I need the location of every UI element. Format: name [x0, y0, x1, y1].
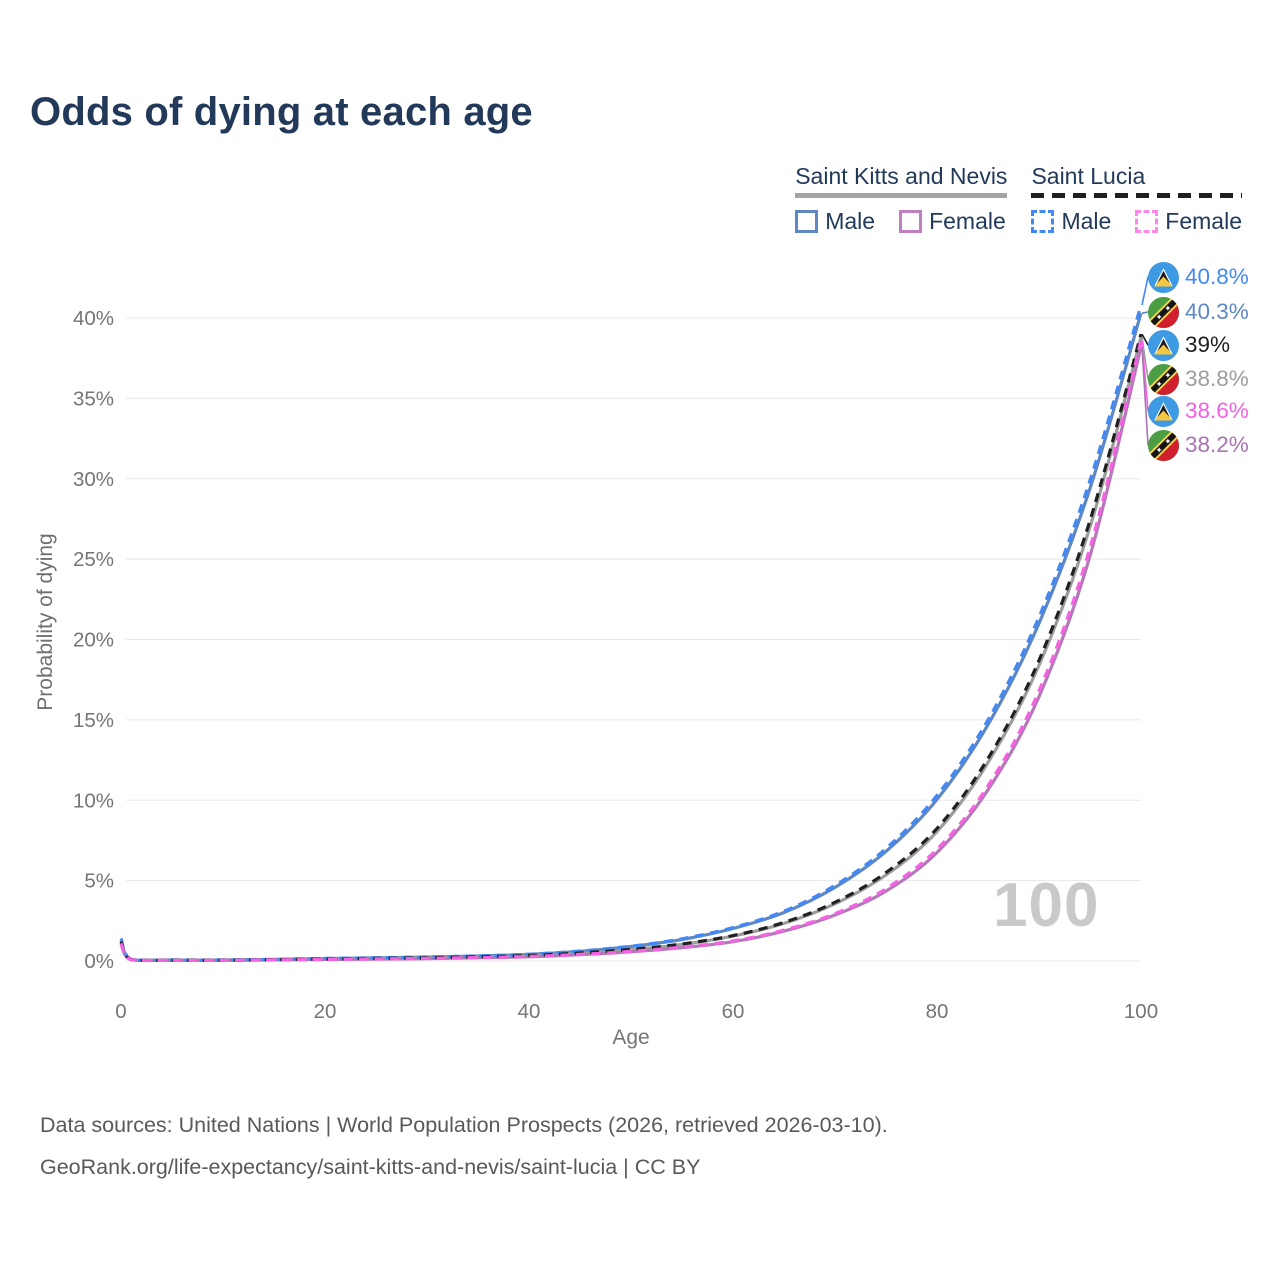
y-tick-label: 40% [73, 307, 114, 330]
y-tick-label: 5% [84, 870, 114, 893]
legend-item-skn-female[interactable]: Female [899, 208, 1006, 235]
legend-item-label: Female [1165, 208, 1242, 234]
legend-country-saint-kitts-and-nevis[interactable]: Saint Kitts and Nevis [795, 163, 1007, 193]
solid-line-style-indicator [795, 193, 1008, 198]
dashed-line-style-indicator [1031, 193, 1242, 198]
legend-item-skn-male[interactable]: Male [795, 208, 875, 235]
line-saint-lucia-male[interactable] [119, 304, 1143, 962]
legend-country-label: Saint Lucia [1031, 163, 1146, 189]
line-saint-lucia-female[interactable] [119, 340, 1143, 963]
legend-country-saint-lucia[interactable]: Saint Lucia [1031, 163, 1242, 193]
female-solid-swatch-icon [899, 210, 923, 233]
male-solid-swatch-icon [795, 210, 819, 233]
end-label-connector [1141, 276, 1152, 306]
legend-item-sl-male[interactable]: Male [1031, 208, 1111, 235]
legend-item-label: Female [929, 208, 1006, 234]
x-tick-label: 20 [314, 1000, 337, 1023]
y-tick-label: 15% [73, 709, 114, 732]
y-axis-title: Probability of dying [34, 533, 57, 711]
legend-item-label: Male [825, 208, 876, 234]
female-dashed-swatch-icon [1135, 210, 1159, 233]
x-tick-label: 100 [1124, 1000, 1158, 1023]
y-tick-label: 30% [73, 468, 114, 491]
x-tick-label: 40 [518, 1000, 541, 1023]
line-saint-kitts-and-nevis-total[interactable] [119, 336, 1143, 962]
male-dashed-swatch-icon [1031, 210, 1055, 233]
legend-group-saint-lucia: Saint Lucia Male Female [1031, 163, 1242, 235]
legend-country-label: Saint Kitts and Nevis [795, 163, 1008, 189]
y-tick-label: 20% [73, 629, 114, 652]
y-tick-label: 25% [73, 548, 114, 571]
x-axis-title: Age [612, 1026, 650, 1049]
legend-item-label: Male [1061, 208, 1112, 234]
age-watermark: 100 [993, 871, 1100, 940]
x-tick-label: 80 [926, 1000, 949, 1023]
end-label-connector [1141, 311, 1152, 314]
y-tick-label: 10% [73, 789, 114, 812]
line-saint-lucia-total[interactable] [119, 333, 1143, 962]
line-saint-kitts-and-nevis-male[interactable] [119, 312, 1143, 962]
x-tick-label: 60 [722, 1000, 745, 1023]
legend-group-saint-kitts-and-nevis: Saint Kitts and Nevis Male Female [795, 163, 1008, 235]
x-tick-label: 0 [115, 1000, 126, 1023]
data-sources-line: Data sources: United Nations | World Pop… [40, 1113, 888, 1137]
attribution-line: GeoRank.org/life-expectancy/saint-kitts-… [40, 1155, 701, 1179]
legend-item-sl-female[interactable]: Female [1135, 208, 1242, 235]
page-title: Odds of dying at each age [30, 90, 533, 134]
legend: Saint Kitts and Nevis Male Female Saint … [795, 163, 1242, 235]
line-saint-kitts-and-nevis-female[interactable] [119, 346, 1143, 963]
footer: Data sources: United Nations | World Pop… [40, 1104, 888, 1188]
y-tick-label: 35% [73, 387, 114, 410]
y-tick-label: 0% [84, 950, 114, 973]
